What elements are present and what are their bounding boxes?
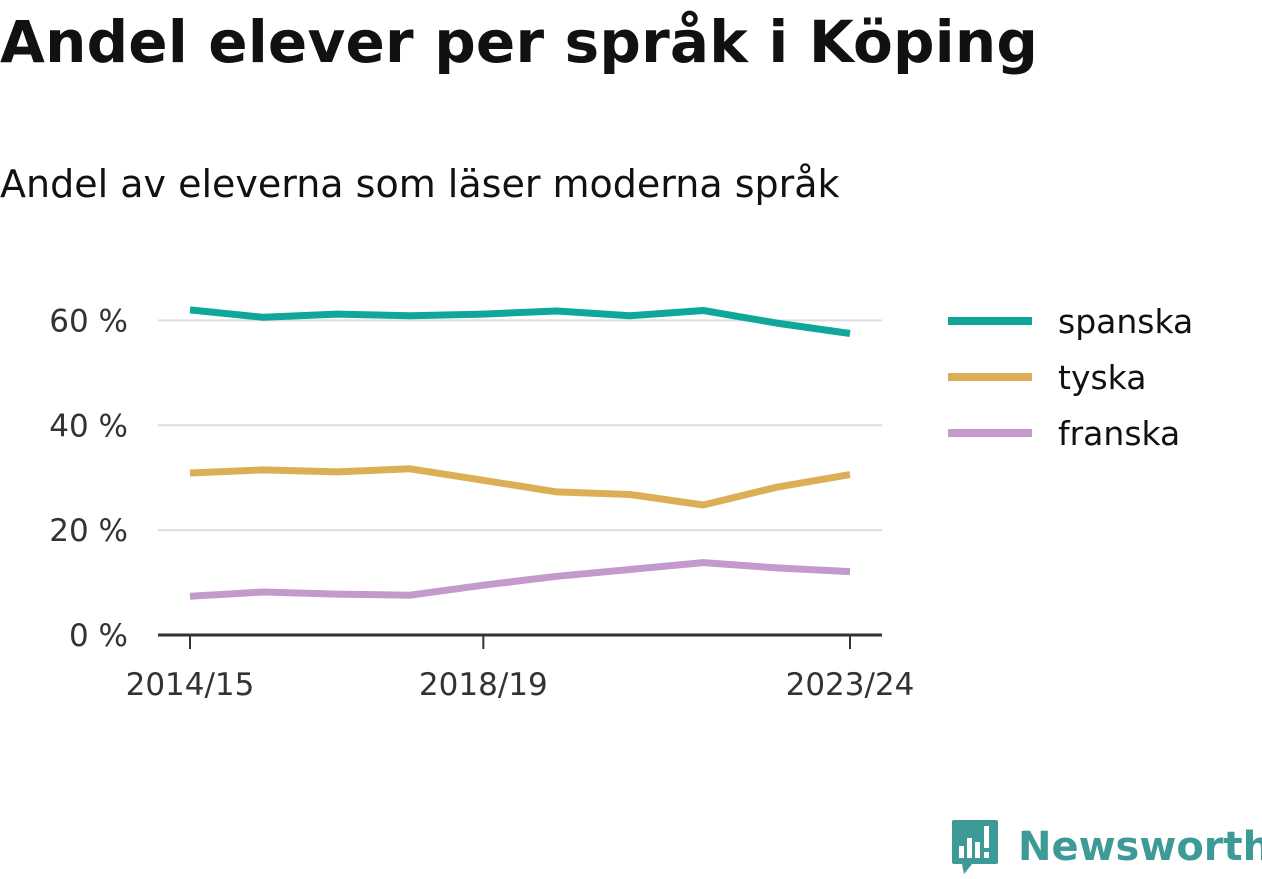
x-tick-label: 2023/24 [786, 667, 915, 703]
x-tick-label: 2018/19 [419, 667, 548, 703]
y-axis-ticks: 0 % 20 % 40 % 60 % [49, 303, 128, 654]
grid-lines [158, 319, 882, 532]
series-line-spanska [189, 306, 851, 337]
y-tick-label: 20 % [49, 513, 128, 549]
chart-title: Andel elever per språk i Köping [0, 8, 1039, 76]
legend-label-spanska: spanska [1058, 302, 1193, 341]
series-line-franska [189, 559, 851, 600]
x-axis: 2014/15 2018/19 2023/24 [126, 633, 915, 703]
legend-label-tyska: tyska [1058, 358, 1146, 397]
y-tick-label: 0 % [69, 618, 128, 654]
legend-label-franska: franska [1058, 414, 1180, 453]
bar-chart-speech-bubble-icon [952, 820, 998, 874]
y-tick-label: 40 % [49, 408, 128, 444]
legend: spanska tyska franska [948, 302, 1193, 453]
series-line-tyska [189, 465, 851, 509]
y-tick-label: 60 % [49, 303, 128, 339]
brand-name: Newsworthy [1018, 824, 1262, 870]
newsworthy-logo: Newsworthy [950, 818, 1262, 876]
chart-subtitle: Andel av eleverna som läser moderna språ… [0, 162, 840, 206]
x-tick-label: 2014/15 [126, 667, 255, 703]
series-lines [189, 306, 851, 600]
